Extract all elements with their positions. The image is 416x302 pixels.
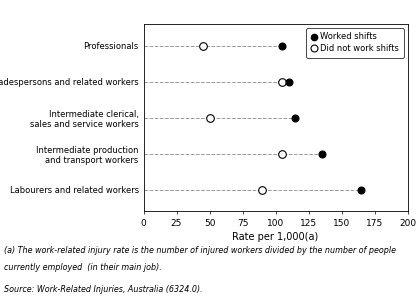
Text: (a) The work-related injury rate is the number of injured workers divided by the: (a) The work-related injury rate is the …: [4, 246, 396, 255]
X-axis label: Rate per 1,000(a): Rate per 1,000(a): [233, 232, 319, 242]
Text: Source: Work-Related Injuries, Australia (6324.0).: Source: Work-Related Injuries, Australia…: [4, 285, 203, 294]
Text: currently employed  (in their main job).: currently employed (in their main job).: [4, 263, 162, 272]
Legend: Worked shifts, Did not work shifts: Worked shifts, Did not work shifts: [306, 28, 404, 58]
